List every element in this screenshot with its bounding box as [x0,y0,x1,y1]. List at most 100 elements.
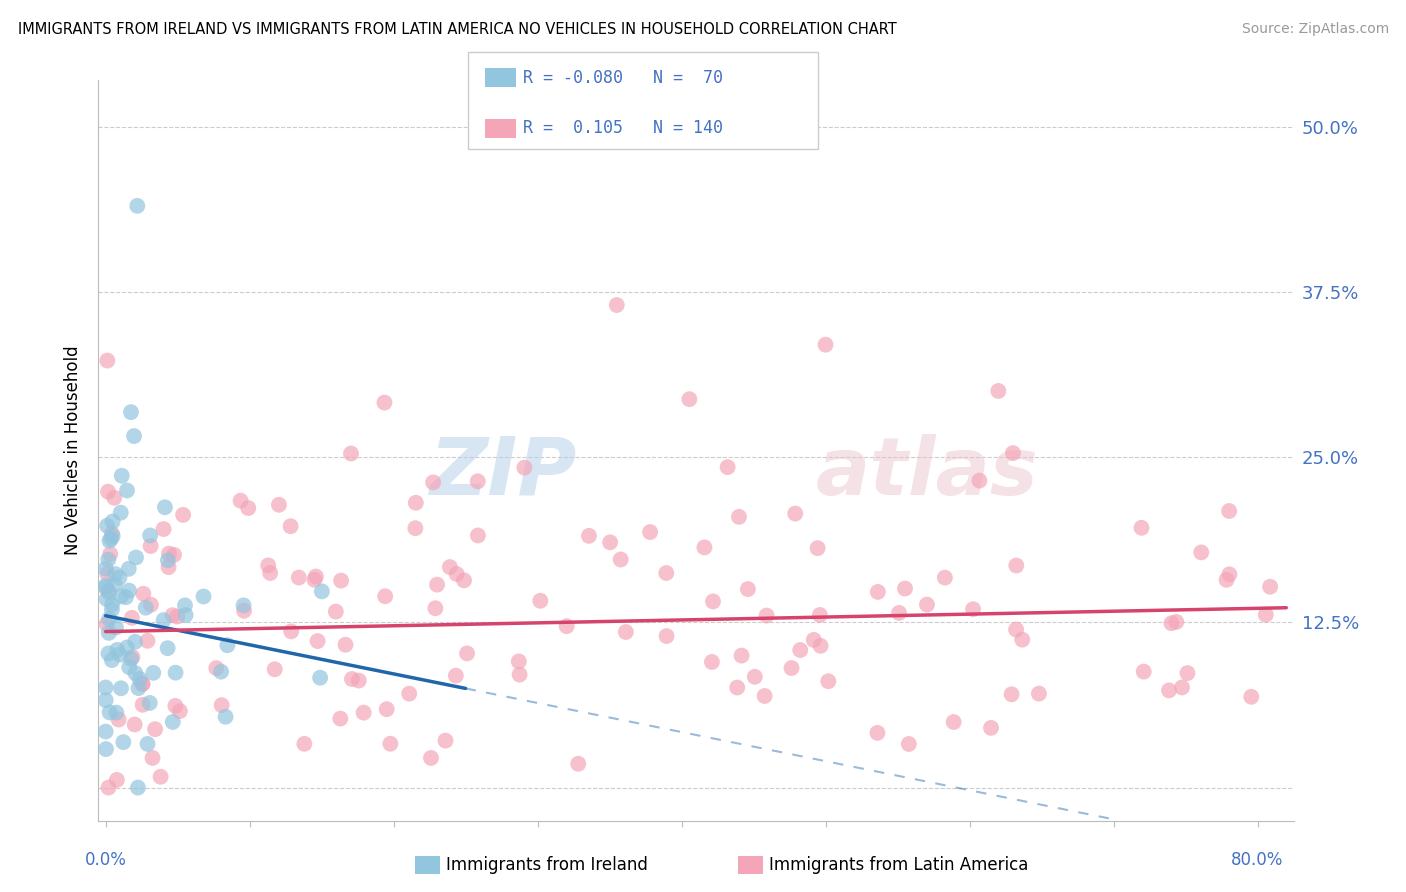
Point [141,751,163,765]
Point [138,696,160,710]
Point [169,704,191,718]
Point [97,552,120,566]
Point [94,693,117,707]
Point [335,638,357,652]
Point [555,619,578,633]
Text: 0.0%: 0.0% [84,851,127,869]
Point [100,532,122,546]
Point [139,598,162,612]
Point [942,714,965,729]
Point [678,392,700,406]
Point [894,582,917,596]
Point [725,681,748,695]
Point [105,706,128,720]
Point [135,600,157,615]
Point [728,509,751,524]
Point [962,602,984,616]
Point [1218,567,1240,582]
Text: 80.0%: 80.0% [1232,851,1284,869]
Point [578,529,600,543]
Point [97,583,120,598]
Point [103,491,125,505]
Point [143,722,166,736]
Point [754,689,776,703]
Text: IMMIGRANTS FROM IRELAND VS IMMIGRANTS FROM LATIN AMERICA NO VEHICLES IN HOUSEHOL: IMMIGRANTS FROM IRELAND VS IMMIGRANTS FR… [18,22,897,37]
Point [730,648,752,663]
Point [292,737,315,751]
Point [789,643,811,657]
Point [1177,666,1199,681]
Point [655,629,678,643]
Point [1215,573,1237,587]
Point [108,571,131,585]
Text: Immigrants from Ireland: Immigrants from Ireland [446,856,648,874]
Point [1132,665,1154,679]
Point [131,677,153,691]
Point [165,698,187,713]
Point [509,667,531,681]
Point [1001,446,1024,460]
Point [806,541,828,556]
Point [305,569,328,583]
Point [214,710,236,724]
Point [1028,687,1050,701]
Point [780,661,803,675]
Point [1218,504,1240,518]
Point [259,566,281,580]
Point [118,660,141,674]
Point [311,584,333,599]
Point [153,500,176,515]
Point [152,613,174,627]
Point [1130,521,1153,535]
Point [398,687,420,701]
Point [115,483,138,498]
Point [420,751,443,765]
Point [307,634,329,648]
Point [166,609,188,624]
Point [101,653,124,667]
Point [513,460,536,475]
Point [122,429,145,443]
Point [267,498,290,512]
Point [98,533,121,548]
Point [108,648,131,662]
Point [105,643,128,657]
Point [165,665,187,680]
Point [193,590,215,604]
Point [157,560,180,574]
Point [374,589,396,603]
Point [127,780,149,795]
Point [174,599,197,613]
Point [1160,616,1182,631]
Point [1005,558,1028,573]
Point [120,405,142,419]
Point [104,620,127,634]
Point [744,670,766,684]
Point [97,780,120,795]
Point [280,624,302,639]
Point [94,724,117,739]
Point [209,665,232,679]
Point [124,717,146,731]
Point [152,522,174,536]
Point [124,666,146,681]
Point [980,721,1002,735]
Point [808,607,831,622]
Point [1254,607,1277,622]
Point [98,586,121,600]
Point [112,735,135,749]
Point [422,475,444,490]
Point [375,702,398,716]
Point [467,528,489,542]
Point [217,638,239,652]
Point [614,625,637,640]
Point [567,756,589,771]
Point [987,384,1010,398]
Point [139,528,162,542]
Point [529,594,551,608]
Point [101,515,124,529]
Point [101,602,124,616]
Point [606,298,628,312]
Point [96,518,118,533]
Point [1005,623,1028,637]
